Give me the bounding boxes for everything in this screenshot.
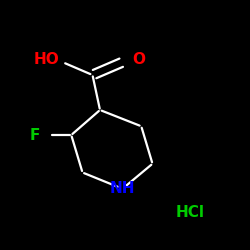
Text: NH: NH: [110, 181, 135, 196]
Text: HO: HO: [34, 52, 59, 68]
Text: F: F: [30, 128, 40, 142]
Text: O: O: [132, 52, 145, 68]
Text: HCl: HCl: [176, 205, 204, 220]
